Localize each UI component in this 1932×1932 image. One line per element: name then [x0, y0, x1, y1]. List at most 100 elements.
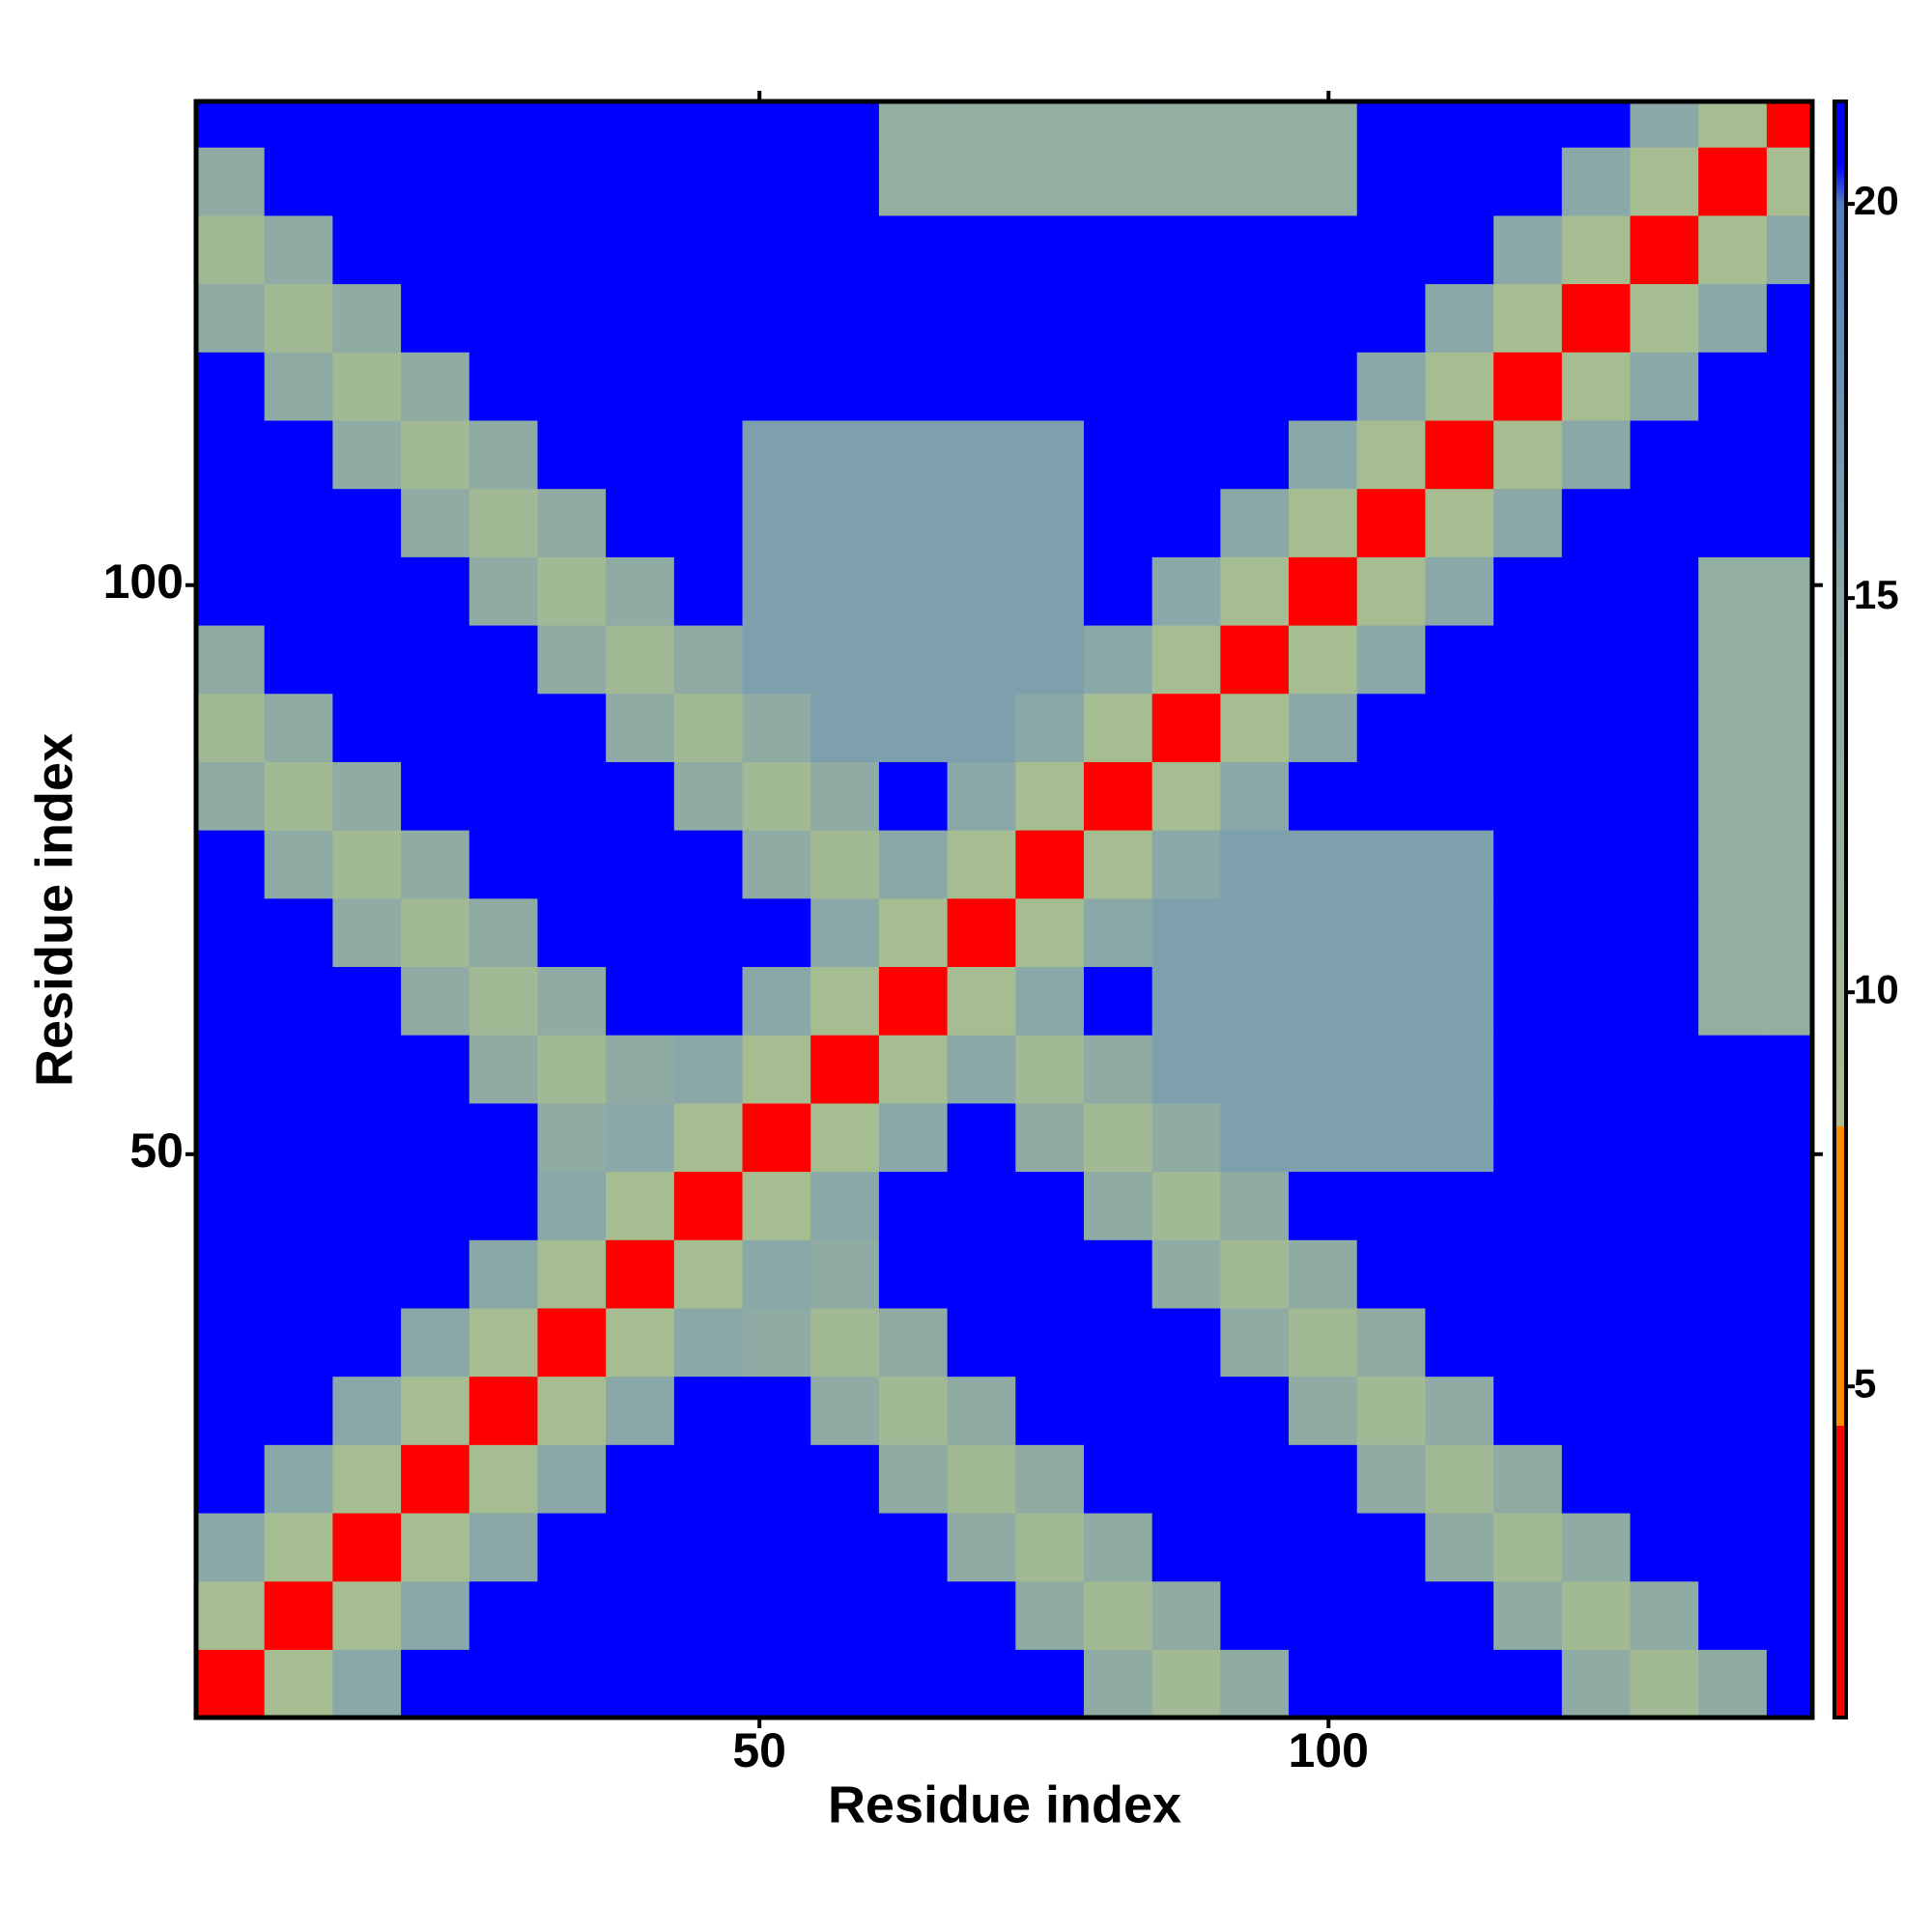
heatmap-cell [878, 147, 949, 216]
heatmap-cell [742, 1171, 811, 1240]
heatmap-cell [1425, 556, 1494, 626]
heatmap-cell [1698, 624, 1768, 695]
heatmap-cell [1493, 147, 1563, 216]
heatmap-cell [1356, 1102, 1427, 1173]
heatmap-cell [1425, 1035, 1494, 1104]
heatmap-cell [1630, 1171, 1699, 1240]
heatmap-cell [1630, 214, 1699, 285]
heatmap-cell [332, 419, 402, 490]
heatmap-cell [1766, 1239, 1813, 1309]
heatmap-cell [810, 830, 880, 899]
heatmap-cell [1561, 101, 1632, 148]
heatmap-cell [196, 1239, 266, 1309]
heatmap-cell [878, 1171, 949, 1240]
heatmap-cell [1698, 830, 1768, 899]
heatmap-cell [606, 1171, 675, 1240]
heatmap-cell [947, 488, 1016, 557]
heatmap-cell [947, 897, 1016, 968]
heatmap-cell [673, 1239, 744, 1309]
heatmap-cell [469, 966, 539, 1036]
heatmap-cell [1289, 1649, 1358, 1719]
heatmap-cell [810, 283, 880, 353]
heatmap-cell [1766, 1307, 1813, 1378]
heatmap-cell [1425, 488, 1494, 557]
heatmap-cell [810, 693, 880, 762]
heatmap-cell [1698, 419, 1768, 490]
heatmap-cell [469, 830, 539, 899]
heatmap-cell [196, 1512, 266, 1582]
heatmap-cell [1289, 830, 1358, 899]
heatmap-cell [537, 624, 607, 695]
heatmap-cell [401, 283, 470, 353]
heatmap-cell [742, 1580, 811, 1650]
heatmap-cell [1151, 830, 1221, 899]
heatmap-cell [1561, 147, 1632, 216]
heatmap-cell [606, 1239, 675, 1309]
heatmap-cell [1151, 1035, 1221, 1104]
heatmap-cell [1356, 101, 1427, 148]
heatmap-cell [606, 624, 675, 695]
heatmap-cell [332, 966, 402, 1036]
heatmap-cell [1698, 488, 1768, 557]
heatmap-cell [332, 1035, 402, 1104]
heatmap-cell [1493, 352, 1563, 421]
heatmap-cell [606, 101, 675, 148]
heatmap-cell [1766, 624, 1813, 695]
heatmap-cell [1630, 966, 1699, 1036]
heatmap-cell [1630, 283, 1699, 353]
heatmap-cell [1220, 1376, 1290, 1445]
heatmap-cell [947, 830, 1016, 899]
heatmap-cell [537, 1580, 607, 1650]
heatmap-cell [1493, 101, 1563, 148]
heatmap-cell [606, 147, 675, 216]
heatmap-cell [1083, 1307, 1153, 1378]
heatmap-cell [810, 488, 880, 557]
heatmap-cell [673, 1376, 744, 1445]
heatmap-cell [196, 147, 266, 216]
heatmap-cell [1289, 101, 1358, 148]
heatmap-cell [401, 966, 470, 1036]
heatmap-cell [264, 624, 333, 695]
heatmap-cell [1356, 1512, 1427, 1582]
heatmap-cell [1083, 1444, 1153, 1514]
heatmap-cell [878, 1580, 949, 1650]
heatmap-cell [1356, 214, 1427, 285]
heatmap-cell [673, 624, 744, 695]
heatmap-cell [1083, 1512, 1153, 1582]
heatmap-cell [1493, 1307, 1563, 1378]
heatmap-cell [742, 897, 811, 968]
heatmap-cell [1356, 830, 1427, 899]
heatmap-cell [1493, 1444, 1563, 1514]
heatmap-cell [606, 214, 675, 285]
heatmap-cell [1425, 830, 1494, 899]
heatmap-cell [878, 214, 949, 285]
heatmap-cell [1289, 214, 1358, 285]
heatmap-cell [1015, 1035, 1085, 1104]
heatmap-cell [947, 1035, 1016, 1104]
heatmap-cell [537, 147, 607, 216]
heatmap-cell [1356, 283, 1427, 353]
y-axis-title: Residue index [25, 733, 83, 1087]
heatmap-cell [947, 1307, 1016, 1378]
heatmap-cell [1220, 101, 1290, 148]
heatmap-cell [1766, 761, 1813, 831]
heatmap-cell [1220, 1102, 1290, 1173]
heatmap-cell [469, 624, 539, 695]
heatmap-cell [264, 1376, 333, 1445]
heatmap-cell [332, 488, 402, 557]
heatmap-cell [1766, 101, 1813, 148]
heatmap-cell [332, 1307, 402, 1378]
heatmap-cell [606, 1035, 675, 1104]
heatmap-cell [1220, 556, 1290, 626]
heatmap-cell [1151, 1307, 1221, 1378]
heatmap-cell [1630, 488, 1699, 557]
heatmap-cell [1220, 283, 1290, 353]
heatmap-cell [1289, 897, 1358, 968]
heatmap-cell [1289, 1035, 1358, 1104]
heatmap-cell [264, 352, 333, 421]
heatmap-cell [1015, 1444, 1085, 1514]
heatmap-cell [1561, 1580, 1632, 1650]
heatmap-cell [810, 556, 880, 626]
heatmap-cell [1493, 283, 1563, 353]
heatmap-cell [264, 419, 333, 490]
